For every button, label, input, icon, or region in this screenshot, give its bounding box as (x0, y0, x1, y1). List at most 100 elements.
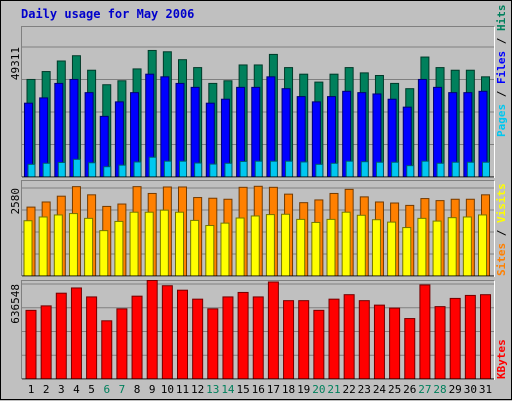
kbytes-bar (404, 318, 416, 380)
legend-sites: Sites (495, 243, 508, 276)
visits-bar (205, 225, 215, 277)
kbytes-bar (70, 287, 82, 380)
pages-bar (254, 160, 263, 178)
kbytes-bar (449, 297, 461, 380)
visits-bar (84, 217, 94, 277)
pages-bar (239, 160, 248, 178)
visits-bar (432, 220, 442, 277)
visits-legend: Sites / Visits (495, 183, 508, 276)
pages-bar (375, 161, 384, 178)
legend-hits: Hits (495, 5, 508, 32)
visits-bar (387, 221, 397, 277)
pages-bar (148, 156, 157, 178)
x-tick-label: 8 (134, 383, 141, 396)
chart-title: Daily usage for May 2006 (21, 7, 195, 21)
visits-bar (462, 216, 472, 277)
pages-bar (482, 161, 490, 178)
legend-kbytes: KBytes (495, 339, 508, 379)
kbytes-bar (298, 300, 310, 380)
pages-bar (315, 163, 324, 178)
visits-bar (356, 214, 366, 277)
kbytes-bar (222, 296, 234, 380)
kbytes-bar (267, 281, 279, 380)
kbytes-bar (25, 309, 37, 380)
visits-bar (371, 219, 381, 277)
x-tick-label: 13 (206, 383, 219, 396)
x-tick-label: 22 (343, 383, 356, 396)
legend-pages: Pages (495, 104, 508, 137)
legend-files: Files (495, 51, 508, 84)
x-tick-label: 30 (464, 383, 477, 396)
kbytes-bar (252, 296, 264, 380)
visits-bar (478, 214, 487, 277)
visits-bar (144, 211, 154, 277)
pages-bar (72, 158, 81, 178)
pages-bar (466, 161, 475, 178)
x-tick-label: 21 (327, 383, 340, 396)
visits-bar (114, 220, 124, 277)
hits-legend: Pages / Files / Hits (495, 5, 508, 138)
visits-bar (250, 215, 260, 277)
y-max-label: 49311 (9, 47, 22, 80)
legend-visits: Visits (495, 183, 508, 223)
pages-bar (88, 162, 97, 178)
pages-bar (330, 162, 339, 178)
visits-bar (447, 217, 457, 277)
pages-bar (391, 161, 400, 178)
x-tick-label: 4 (73, 383, 80, 396)
kbytes-bar (373, 304, 385, 380)
kbytes-bar (86, 296, 98, 380)
visits-bar (129, 211, 139, 277)
x-tick-label: 29 (449, 383, 462, 396)
x-tick-label: 10 (161, 383, 174, 396)
visits-bar (159, 209, 169, 277)
y-max-label: 636548 (9, 284, 22, 324)
visits-bar (402, 227, 412, 277)
kbytes-bar (192, 298, 204, 380)
visits-bar (235, 217, 245, 277)
visits-bar (326, 218, 336, 277)
x-tick-label: 26 (403, 383, 416, 396)
kbytes-bar (161, 285, 173, 380)
pages-bar (224, 162, 233, 178)
y-max-label: 2580 (9, 188, 22, 215)
pages-bar (103, 166, 112, 178)
x-tick-label: 6 (103, 383, 110, 396)
x-tick-label: 19 (297, 383, 310, 396)
pages-bar (133, 161, 142, 178)
kbytes-bar (177, 289, 188, 380)
kbytes-bar (313, 309, 325, 380)
pages-bar (421, 160, 430, 178)
x-tick-label: 5 (88, 383, 95, 396)
x-tick-label: 12 (191, 383, 204, 396)
x-tick-label: 24 (373, 383, 387, 396)
kbytes-bar (131, 295, 143, 380)
pages-bar (285, 160, 294, 178)
x-tick-label: 27 (418, 383, 431, 396)
kbytes-bar (419, 284, 431, 380)
visits-bar (175, 211, 184, 277)
visits-bar (417, 217, 427, 277)
kbytes-bar (237, 291, 249, 380)
visits-bar (220, 222, 230, 277)
x-tick-label: 15 (236, 383, 249, 396)
kbytes-bar (464, 294, 476, 380)
kbytes-bar (328, 298, 340, 380)
x-tick-label: 16 (252, 383, 265, 396)
pages-bar (194, 162, 203, 178)
x-tick-label: 11 (176, 383, 189, 396)
x-tick-label: 17 (267, 383, 280, 396)
visits-bar (53, 214, 63, 277)
kbytes-bar (480, 294, 491, 380)
x-tick-label: 1 (28, 383, 35, 396)
visits-bar (265, 214, 275, 277)
pages-bar (360, 161, 369, 178)
x-tick-label: 3 (58, 383, 65, 396)
pages-bar (345, 160, 354, 178)
x-tick-label: 23 (358, 383, 371, 396)
kbytes-bar (101, 320, 113, 380)
x-tick-label: 14 (221, 383, 235, 396)
kbytes-bar (146, 279, 158, 380)
